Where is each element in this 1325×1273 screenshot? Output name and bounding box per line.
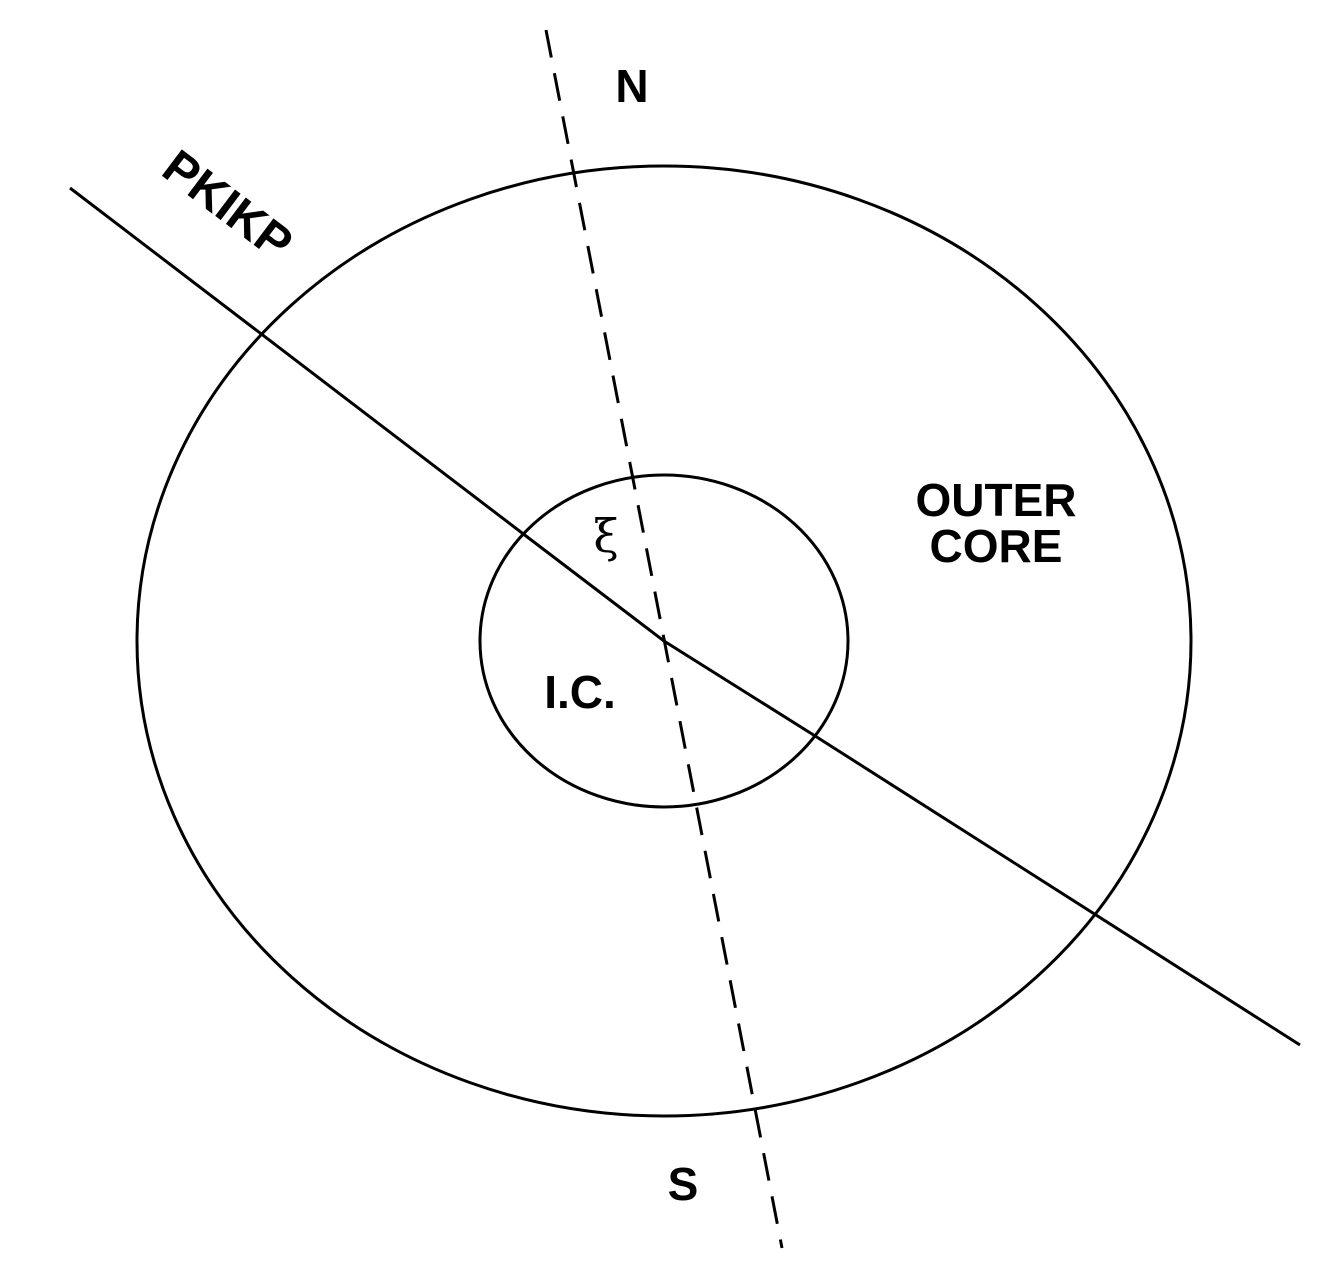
- inner-core-boundary: [478, 473, 850, 809]
- pkikp-ray-path: [69, 186, 1301, 1047]
- ray-label: PKIKP: [153, 140, 302, 271]
- outer-core-label-line1: OUTER: [916, 474, 1077, 526]
- angle-xi-label: ξ: [593, 509, 618, 563]
- north-label: N: [615, 60, 648, 112]
- outer-core-boundary: [135, 164, 1193, 1118]
- south-label: S: [668, 1158, 699, 1210]
- rotation-axis: [544, 29, 784, 1249]
- inner-core-label: I.C.: [544, 666, 616, 718]
- outer-core-label-line2: CORE: [930, 520, 1063, 572]
